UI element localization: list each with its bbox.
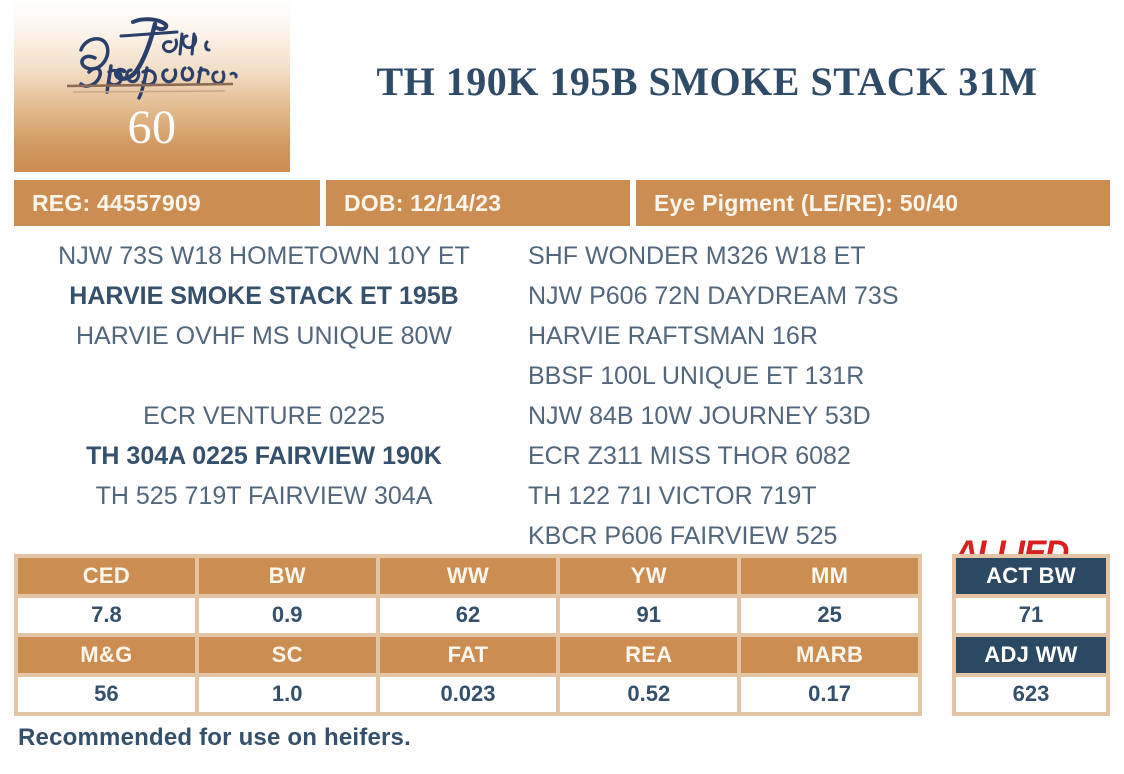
pedigree-line: HARVIE OVHF MS UNIQUE 80W [76,322,452,350]
epd-header-sc: SC [198,637,376,673]
epd-header-mm: MM [741,558,918,594]
epd-header-fat: FAT [379,637,557,673]
pedigree-line: HARVIE RAFTSMAN 16R [528,322,818,350]
eye-pigment: Eye Pigment (LE/RE): 50/40 [636,180,1110,226]
lot-number: 60 [127,101,177,154]
sale-card-header: 60 TH 190K 195B SMOKE STACK 31M [0,0,1124,172]
pedigree-grandparent-column: SHF WONDER M326 W18 ET NJW P606 72N DAYD… [528,236,928,556]
epd-value-row-2: 56 1.0 0.023 0.52 0.17 [18,676,918,712]
pedigree-line-dam: TH 304A 0225 FAIRVIEW 190K [86,442,442,470]
epd-header-ced: CED [18,558,195,594]
pedigree-line: TH 525 719T FAIRVIEW 304A [95,482,433,510]
epd-value-mg: 56 [18,676,195,712]
epd-header-mg: M&G [18,637,195,673]
act-bw-label: ACT BW [956,558,1106,594]
registration-info-bar: REG: 44557909 DOB: 12/14/23 Eye Pigment … [14,180,1110,226]
epd-value-row-1: 7.8 0.9 62 91 25 [18,597,918,633]
epd-header-row-1: CED BW WW YW MM [18,558,918,594]
date-of-birth: DOB: 12/14/23 [326,180,630,226]
epd-value-ced: 7.8 [18,597,195,633]
pedigree-line: NJW P606 72N DAYDREAM 73S [528,282,899,310]
epd-table: CED BW WW YW MM 7.8 0.9 62 91 25 M&G SC … [14,554,922,716]
epd-value-mm: 25 [741,597,918,633]
animal-name-title: TH 190K 195B SMOKE STACK 31M [376,58,1038,104]
adj-ww-label: ADJ WW [956,637,1106,673]
topp-herefords-logo-icon [37,6,267,102]
epd-header-ww: WW [379,558,557,594]
pedigree-line: NJW 84B 10W JOURNEY 53D [528,402,871,430]
epd-header-yw: YW [560,558,738,594]
pedigree-line: BBSF 100L UNIQUE ET 131R [528,362,865,390]
adj-ww-value: 623 [956,676,1106,712]
actual-weights-panel: ACT BW 71 ADJ WW 623 [952,554,1110,716]
pedigree-line: SHF WONDER M326 W18 ET [528,242,866,270]
pedigree-line: ECR VENTURE 0225 [143,402,385,430]
epd-value-marb: 0.17 [741,676,918,712]
pedigree-sire-dam-column: NJW 73S W18 HOMETOWN 10Y ET HARVIE SMOKE… [14,236,514,516]
pedigree-line-sire: HARVIE SMOKE STACK ET 195B [69,282,459,310]
pedigree-section: NJW 73S W18 HOMETOWN 10Y ET HARVIE SMOKE… [0,236,1124,590]
epd-header-bw: BW [198,558,376,594]
epd-header-row-2: M&G SC FAT REA MARB [18,637,918,673]
pedigree-line: ECR Z311 MISS THOR 6082 [528,442,851,470]
epd-value-sc: 1.0 [198,676,376,712]
epd-header-rea: REA [560,637,738,673]
act-bw-value: 71 [956,597,1106,633]
pedigree-line: NJW 73S W18 HOMETOWN 10Y ET [58,242,470,270]
epd-value-fat: 0.023 [379,676,557,712]
pedigree-line: KBCR P606 FAIRVIEW 525 [528,522,838,550]
footer-recommendation-note: Recommended for use on heifers. [18,724,411,751]
epd-value-rea: 0.52 [560,676,738,712]
pedigree-line: TH 122 71I VICTOR 719T [528,482,817,510]
pedigree-spacer [14,356,514,396]
epd-header-marb: MARB [741,637,918,673]
registration-number: REG: 44557909 [14,180,320,226]
ranch-logo-box: 60 [14,0,290,172]
epd-value-ww: 62 [379,597,557,633]
epd-value-yw: 91 [560,597,738,633]
epd-value-bw: 0.9 [198,597,376,633]
